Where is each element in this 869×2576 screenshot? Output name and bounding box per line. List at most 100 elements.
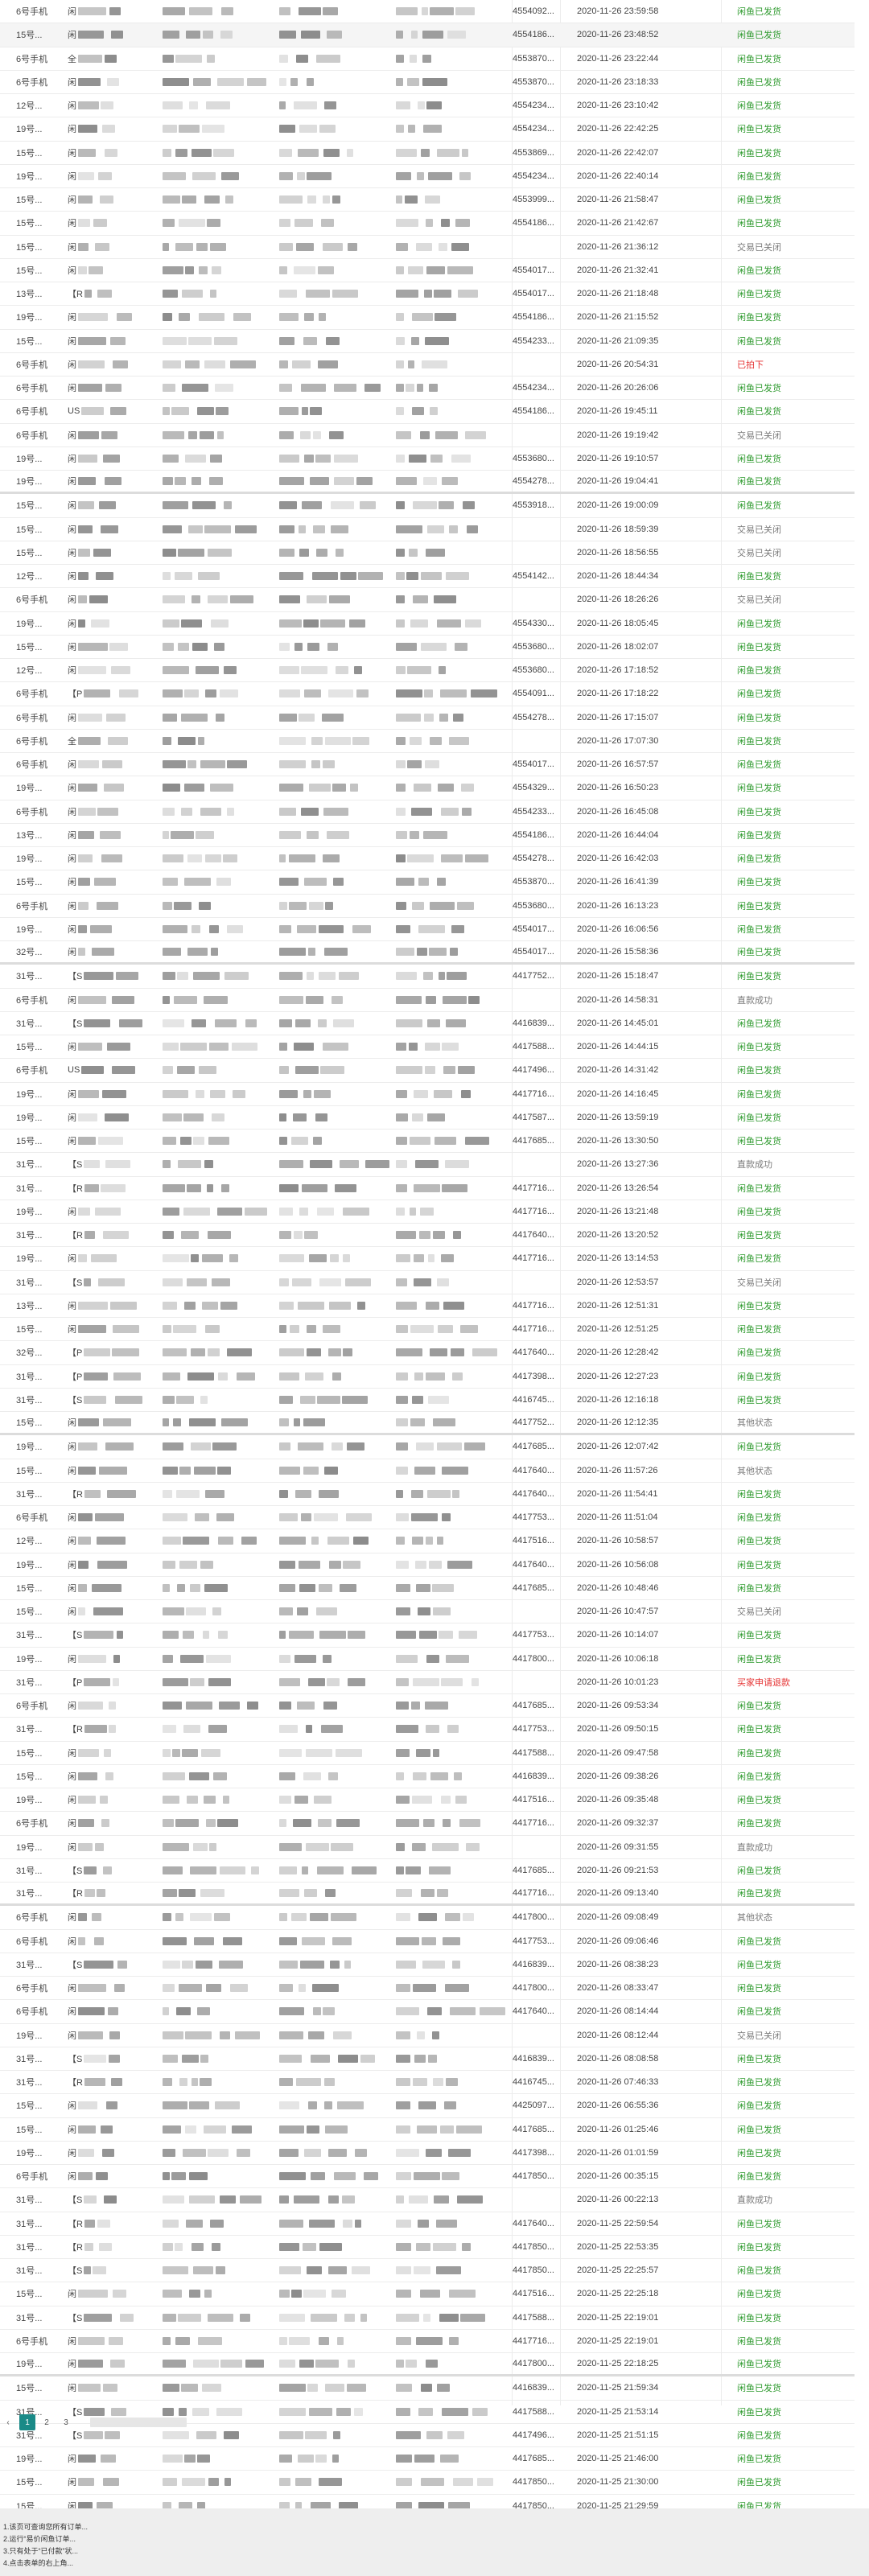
table-row[interactable]: 19号... 闲 4417685... 2020-11-25 21:46:00 闲鱼已发… xyxy=(0,2447,855,2471)
table-row[interactable]: 15号... 闲 4417640... 2020-11-26 11:57:26 其他状态 xyxy=(0,1459,855,1483)
table-row[interactable]: 6号手机闲 2020-11-26 18:26:26 交易已关闭 xyxy=(0,588,855,612)
order-id[interactable] xyxy=(513,1271,561,1294)
order-id[interactable]: 4554234... xyxy=(513,383,554,393)
order-id[interactable] xyxy=(513,1600,561,1623)
table-row[interactable]: 6号手机闲 4553680... 2020-11-26 16:13:23 闲鱼已发货 xyxy=(0,895,855,918)
page-1-button[interactable]: 1 xyxy=(19,2414,35,2430)
order-id[interactable]: 4554233... xyxy=(513,806,554,817)
prev-page-icon[interactable]: ‹ xyxy=(6,2418,10,2427)
table-row[interactable]: 15号... 闲 4417588... 2020-11-26 14:44:15 闲鱼已发… xyxy=(0,1035,855,1060)
order-id[interactable]: 4416839... xyxy=(513,1771,554,1781)
table-row[interactable]: 19号... 闲 4417640... 2020-11-26 10:56:08 闲鱼已发… xyxy=(0,1553,855,1577)
order-id[interactable]: 4417685... xyxy=(513,1136,554,1146)
order-id[interactable]: 4417640... xyxy=(513,1488,554,1499)
table-row[interactable]: 31号... 【S 4417850... 2020-11-25 22:25:57 闲鱼已… xyxy=(0,2259,855,2283)
table-row[interactable]: 15号... 闲 4553999... 2020-11-26 21:58:47 闲鱼已发… xyxy=(0,188,855,212)
order-id[interactable]: 4554186... xyxy=(513,829,554,840)
order-id[interactable]: 4553680... xyxy=(513,665,554,676)
order-id[interactable]: 4417716... xyxy=(513,1888,554,1899)
order-id[interactable] xyxy=(513,1671,561,1693)
order-id[interactable] xyxy=(513,541,561,564)
order-id[interactable] xyxy=(513,989,561,1011)
table-row[interactable]: 6号手机闲 4554278... 2020-11-26 17:15:07 闲鱼已发货 xyxy=(0,706,855,730)
table-row[interactable]: 31号... 【R 4416745... 2020-11-26 07:46:33 闲鱼已… xyxy=(0,2071,855,2095)
order-id[interactable]: 4416839... xyxy=(513,1959,554,1969)
table-row[interactable]: 19号... 闲 4417516... 2020-11-26 09:35:48 闲鱼已发… xyxy=(0,1788,855,1813)
table-row[interactable]: 31号... 【R 4417716... 2020-11-26 13:26:54 闲鱼已… xyxy=(0,1177,855,1200)
table-row[interactable]: 15号... 闲 2020-11-26 18:59:39 交易已关闭 xyxy=(0,518,855,541)
table-row[interactable]: 31号... 【S 4417588... 2020-11-25 21:53:14 闲鱼已… xyxy=(0,2401,855,2424)
table-row[interactable]: 15号... 闲 4416839... 2020-11-26 09:38:26 闲鱼已发… xyxy=(0,1765,855,1788)
order-id[interactable]: 4417587... xyxy=(513,1112,554,1122)
order-id[interactable]: 4417398... xyxy=(513,1371,554,1381)
table-row[interactable]: 19号... 闲 4417716... 2020-11-26 14:16:45 闲鱼已发… xyxy=(0,1083,855,1106)
table-row[interactable]: 19号... 闲 4417685... 2020-11-26 12:07:42 闲鱼已发… xyxy=(0,1435,855,1459)
table-row[interactable]: 31号... 【S 4417496... 2020-11-25 21:51:15 闲鱼已… xyxy=(0,2424,855,2447)
table-row[interactable]: 6号手机 US 4554186... 2020-11-26 19:45:11 闲鱼已发货 xyxy=(0,400,855,424)
table-row[interactable]: 15号... 闲 4554186... 2020-11-26 21:42:67 闲鱼已发… xyxy=(0,212,855,236)
table-row[interactable]: 19号... 闲 2020-11-26 09:31:55 直款成功 xyxy=(0,1836,855,1859)
table-row[interactable]: 6号手机闲 4417753... 2020-11-26 11:51:04 闲鱼已发货 xyxy=(0,1506,855,1530)
order-id[interactable]: 4554234... xyxy=(513,171,554,181)
table-row[interactable]: 6号手机全 2020-11-26 17:07:30 闲鱼已发货 xyxy=(0,730,855,753)
table-row[interactable]: 31号... 【S 2020-11-26 13:27:36 直款成功 xyxy=(0,1153,855,1177)
order-id[interactable]: 4417588... xyxy=(513,1042,554,1052)
order-id[interactable]: 4553680... xyxy=(513,453,554,463)
table-row[interactable]: 19号... 闲 4417587... 2020-11-26 13:59:19 闲鱼已发… xyxy=(0,1106,855,1130)
table-row[interactable]: 6号手机闲 4417716... 2020-11-26 09:32:37 闲鱼已发货 xyxy=(0,1812,855,1836)
order-id[interactable]: 4417496... xyxy=(513,2430,554,2440)
table-row[interactable]: 15号... 闲 4417516... 2020-11-25 22:25:18 闲鱼已发… xyxy=(0,2282,855,2306)
table-row[interactable]: 6号手机闲 4417850... 2020-11-26 00:35:15 闲鱼已发货 xyxy=(0,2165,855,2189)
order-id[interactable] xyxy=(513,353,561,376)
table-row[interactable]: 6号手机闲 4417800... 2020-11-26 09:08:49 其他状态 xyxy=(0,1906,855,1930)
order-id[interactable]: 4554017... xyxy=(513,289,554,299)
table-row[interactable]: 19号... 闲 4554330... 2020-11-26 18:05:45 闲鱼已发… xyxy=(0,612,855,636)
order-id[interactable]: 4417685... xyxy=(513,1865,554,1875)
order-id[interactable]: 4553680... xyxy=(513,641,554,652)
table-row[interactable]: 6号手机闲 2020-11-26 20:54:31 已拍下 xyxy=(0,353,855,377)
order-id[interactable]: 4425097... xyxy=(513,2101,554,2111)
table-row[interactable]: 6号手机 US 4417496... 2020-11-26 14:31:42 闲鱼已发货 xyxy=(0,1059,855,1083)
table-row[interactable]: 15号... 闲 2020-11-26 10:47:57 交易已关闭 xyxy=(0,1600,855,1624)
order-id[interactable]: 4554186... xyxy=(513,218,554,228)
order-id[interactable] xyxy=(513,730,561,752)
order-id[interactable]: 4417716... xyxy=(513,1206,554,1216)
table-row[interactable]: 6号手机闲 4417685... 2020-11-26 09:53:34 闲鱼已发货 xyxy=(0,1694,855,1718)
order-id[interactable]: 4417640... xyxy=(513,1230,554,1241)
table-row[interactable]: 31号... 【S 4416839... 2020-11-26 08:08:58 闲鱼已… xyxy=(0,2047,855,2071)
order-id[interactable]: 4417685... xyxy=(513,2124,554,2134)
order-id[interactable]: 4554278... xyxy=(513,476,554,487)
table-row[interactable]: 15号... 闲 4417685... 2020-11-26 13:30:50 闲鱼已发… xyxy=(0,1130,855,1154)
order-id[interactable]: 4416839... xyxy=(513,2383,554,2393)
table-row[interactable]: 31号... 【S 4417752... 2020-11-26 15:18:47 闲鱼已… xyxy=(0,965,855,989)
table-row[interactable]: 6号手机闲 4554092... 2020-11-26 23:59:58 闲鱼已发货 xyxy=(0,0,855,24)
table-row[interactable]: 19号... 闲 4417716... 2020-11-26 13:14:53 闲鱼已发… xyxy=(0,1247,855,1271)
order-id[interactable]: 4417685... xyxy=(513,1582,554,1593)
order-id[interactable]: 4417753... xyxy=(513,1936,554,1946)
table-row[interactable]: 31号... 【S 4417753... 2020-11-26 10:14:07 闲鱼已… xyxy=(0,1623,855,1648)
table-row[interactable]: 19号... 闲 4417800... 2020-11-26 10:06:18 闲鱼已发… xyxy=(0,1648,855,1671)
order-id[interactable]: 4417685... xyxy=(513,2454,554,2464)
table-row[interactable]: 31号... 【R 4417640... 2020-11-26 13:20:52 闲鱼已… xyxy=(0,1224,855,1248)
order-id[interactable]: 4554186... xyxy=(513,312,554,323)
order-id[interactable]: 4554017... xyxy=(513,265,554,275)
order-id[interactable]: 4417716... xyxy=(513,1253,554,1264)
table-row[interactable]: 19号... 闲 4417800... 2020-11-25 22:18:25 闲鱼已发… xyxy=(0,2353,855,2377)
table-row[interactable]: 19号... 闲 4554278... 2020-11-26 19:04:41 闲鱼已发… xyxy=(0,471,855,495)
order-id[interactable]: 4417753... xyxy=(513,1630,554,1640)
order-id[interactable]: 4553870... xyxy=(513,877,554,887)
order-id[interactable]: 4554329... xyxy=(513,783,554,793)
table-row[interactable]: 19号... 闲 4554234... 2020-11-26 22:42:25 闲鱼已发… xyxy=(0,117,855,142)
table-row[interactable]: 19号... 闲 4554234... 2020-11-26 22:40:14 闲鱼已发… xyxy=(0,165,855,188)
table-row[interactable]: 32号... 闲 4554017... 2020-11-26 15:58:36 闲鱼已发… xyxy=(0,941,855,965)
order-id[interactable]: 4417685... xyxy=(513,1701,554,1711)
table-row[interactable]: 15号... 闲 4416839... 2020-11-25 21:59:34 闲鱼已发… xyxy=(0,2376,855,2401)
order-id[interactable]: 4417850... xyxy=(513,2171,554,2182)
order-id[interactable]: 4417640... xyxy=(513,2218,554,2228)
order-id[interactable]: 4417516... xyxy=(513,2289,554,2299)
order-id[interactable]: 4417640... xyxy=(513,1465,554,1475)
order-id[interactable]: 4553870... xyxy=(513,76,554,87)
table-row[interactable]: 31号... 【R 4417850... 2020-11-25 22:53:35 闲鱼已… xyxy=(0,2236,855,2259)
order-id[interactable]: 4417588... xyxy=(513,2312,554,2323)
order-id[interactable]: 4416745... xyxy=(513,1394,554,1405)
